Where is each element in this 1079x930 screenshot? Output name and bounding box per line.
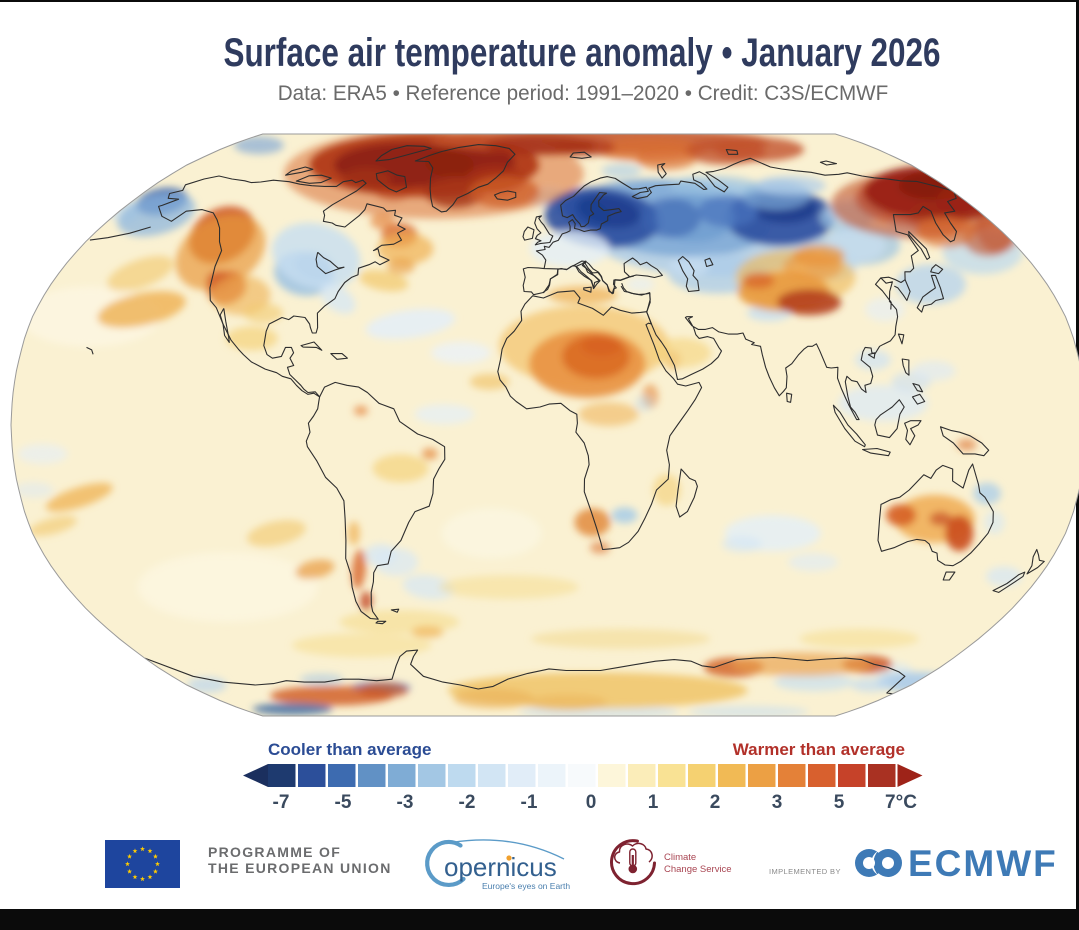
- svg-text:2: 2: [710, 792, 721, 813]
- svg-text:-2: -2: [459, 792, 476, 813]
- svg-text:Cooler than average: Cooler than average: [268, 740, 431, 759]
- svg-text:IMPLEMENTED BY: IMPLEMENTED BY: [769, 867, 841, 876]
- svg-text:Europe's eyes on Earth: Europe's eyes on Earth: [482, 881, 570, 891]
- svg-text:Change Service: Change Service: [664, 864, 732, 875]
- svg-text:THE EUROPEAN UNION: THE EUROPEAN UNION: [208, 860, 392, 876]
- svg-text:ECMWF: ECMWF: [908, 843, 1058, 884]
- svg-text:5: 5: [834, 792, 845, 813]
- svg-text:Climate: Climate: [664, 852, 696, 863]
- svg-text:-5: -5: [335, 792, 352, 813]
- svg-text:7°C: 7°C: [885, 792, 917, 813]
- svg-text:-1: -1: [521, 792, 538, 813]
- svg-text:-7: -7: [273, 792, 290, 813]
- svg-text:-3: -3: [397, 792, 414, 813]
- svg-text:1: 1: [648, 792, 659, 813]
- svg-text:opernicus: opernicus: [444, 852, 557, 882]
- svg-text:0: 0: [586, 792, 597, 813]
- svg-text:3: 3: [772, 792, 783, 813]
- svg-text:Warmer than average: Warmer than average: [733, 740, 905, 759]
- svg-text:PROGRAMME OF: PROGRAMME OF: [208, 844, 341, 860]
